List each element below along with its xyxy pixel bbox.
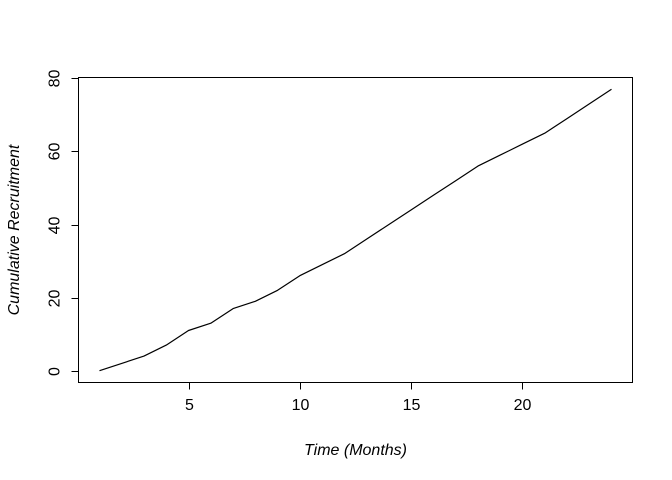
x-tick-label: 20 [514,397,532,414]
x-tick-label: 10 [292,397,310,414]
y-axis: 0 20 40 60 80 [47,70,79,376]
plot-box-frame [78,77,633,383]
y-tick-label: 80 [47,70,64,88]
y-tick-label: 0 [47,367,64,376]
x-axis-title: Time (Months) [304,442,407,459]
y-tick-label: 40 [47,217,64,235]
x-tick-label: 5 [185,397,194,414]
x-axis: 5 10 15 20 [185,382,532,414]
recruitment-line [99,88,612,372]
x-tick-label: 15 [403,397,421,414]
y-tick-label: 60 [47,143,64,161]
y-tick-label: 20 [47,290,64,308]
y-axis-title: Cumulative Recruitment [6,144,23,316]
